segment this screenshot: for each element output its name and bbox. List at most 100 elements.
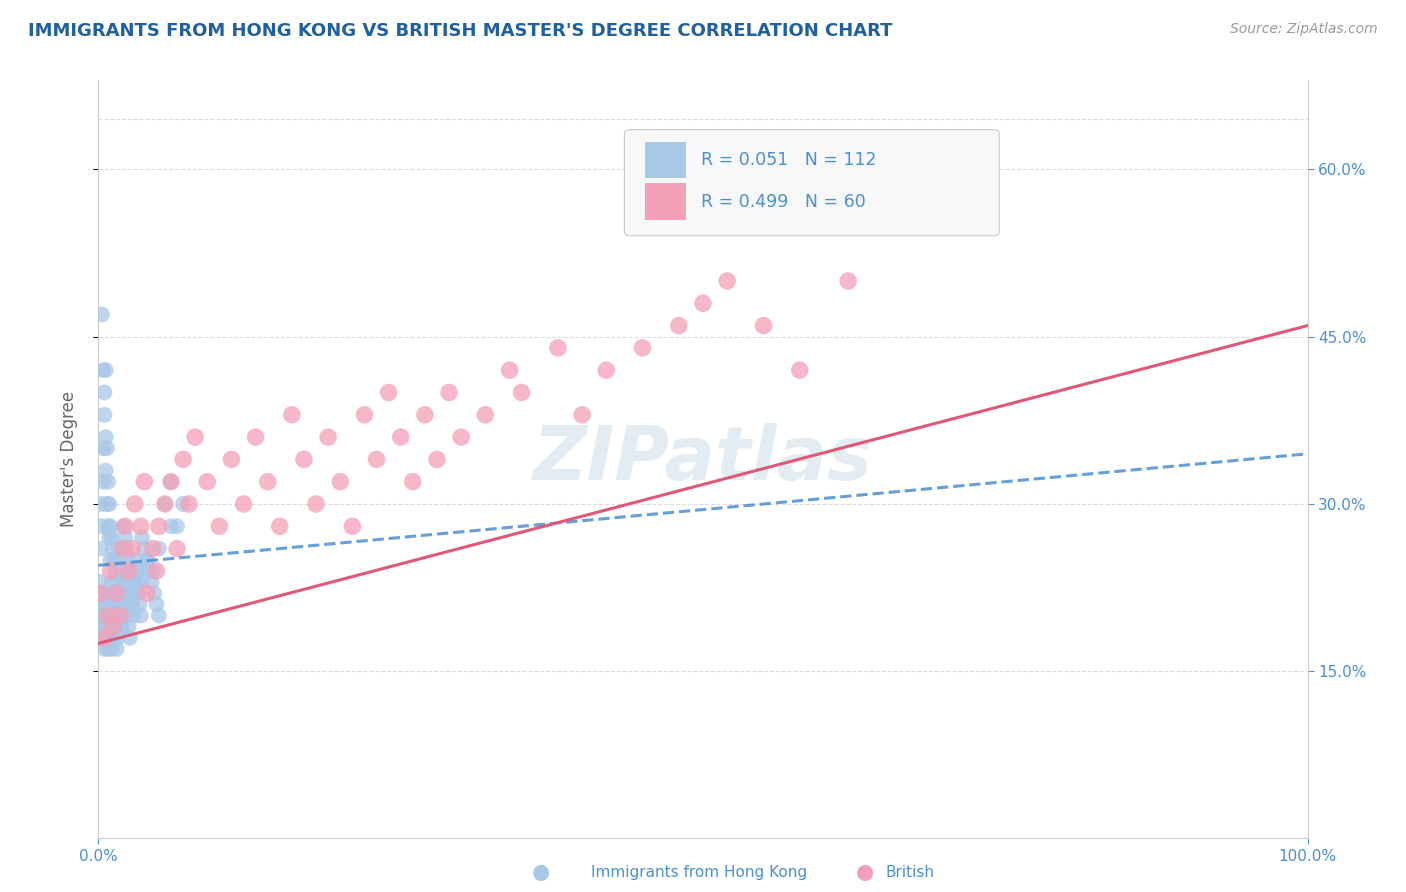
Point bbox=[96, 631, 118, 645]
Point bbox=[100, 575, 122, 590]
Point bbox=[110, 620, 132, 634]
Point bbox=[342, 519, 364, 533]
Point bbox=[91, 631, 114, 645]
Point bbox=[97, 475, 120, 489]
Point bbox=[127, 564, 149, 578]
Point bbox=[114, 530, 136, 544]
Point bbox=[90, 586, 112, 600]
Point bbox=[91, 497, 114, 511]
Point bbox=[127, 586, 149, 600]
Point bbox=[111, 541, 134, 556]
Point bbox=[134, 541, 156, 556]
Point bbox=[107, 586, 129, 600]
Point bbox=[105, 575, 128, 590]
Point bbox=[135, 553, 157, 567]
Point bbox=[107, 586, 129, 600]
Point bbox=[160, 519, 183, 533]
Point bbox=[256, 475, 278, 489]
Point bbox=[631, 341, 654, 355]
Point bbox=[111, 598, 134, 612]
Point bbox=[118, 564, 141, 578]
Text: ZIPatlas: ZIPatlas bbox=[533, 423, 873, 496]
Point bbox=[111, 575, 134, 590]
Point bbox=[221, 452, 243, 467]
Point bbox=[716, 274, 738, 288]
Point bbox=[595, 363, 617, 377]
Point bbox=[108, 541, 131, 556]
Point bbox=[121, 598, 143, 612]
Point bbox=[571, 408, 593, 422]
Point bbox=[118, 575, 141, 590]
Point bbox=[91, 519, 114, 533]
Point bbox=[98, 497, 121, 511]
Point bbox=[426, 452, 449, 467]
Point bbox=[98, 620, 121, 634]
Point bbox=[160, 475, 183, 489]
Point bbox=[110, 564, 132, 578]
Point bbox=[91, 620, 114, 634]
Point bbox=[97, 642, 120, 657]
Point bbox=[104, 608, 127, 623]
Point bbox=[101, 586, 124, 600]
Point bbox=[141, 575, 163, 590]
Point bbox=[96, 442, 118, 456]
Point bbox=[232, 497, 254, 511]
Point bbox=[142, 564, 165, 578]
Point bbox=[93, 408, 115, 422]
Point bbox=[105, 620, 128, 634]
Point bbox=[292, 452, 315, 467]
Point bbox=[789, 363, 811, 377]
Point bbox=[547, 341, 569, 355]
Point bbox=[131, 530, 153, 544]
Point bbox=[668, 318, 690, 333]
Text: ●: ● bbox=[533, 863, 550, 882]
Point bbox=[245, 430, 267, 444]
Point bbox=[90, 541, 112, 556]
Point bbox=[184, 430, 207, 444]
Point bbox=[172, 452, 194, 467]
Point bbox=[129, 608, 152, 623]
Point bbox=[93, 385, 115, 400]
Text: Source: ZipAtlas.com: Source: ZipAtlas.com bbox=[1230, 22, 1378, 37]
Point bbox=[100, 598, 122, 612]
Point bbox=[115, 541, 138, 556]
Point bbox=[138, 564, 160, 578]
Point bbox=[148, 608, 170, 623]
Point bbox=[94, 430, 117, 444]
Point bbox=[117, 553, 139, 567]
Point bbox=[166, 519, 188, 533]
Point bbox=[837, 274, 859, 288]
Point bbox=[413, 408, 436, 422]
Point bbox=[114, 598, 136, 612]
Point bbox=[100, 553, 122, 567]
Point bbox=[153, 497, 176, 511]
Point bbox=[103, 598, 125, 612]
Point bbox=[100, 530, 122, 544]
Point bbox=[510, 385, 533, 400]
Point bbox=[110, 620, 132, 634]
Point bbox=[100, 564, 122, 578]
Point bbox=[118, 598, 141, 612]
Point bbox=[97, 519, 120, 533]
Text: British: British bbox=[886, 865, 935, 880]
Point bbox=[498, 363, 520, 377]
Point bbox=[269, 519, 291, 533]
Point bbox=[104, 608, 127, 623]
Point bbox=[89, 586, 111, 600]
Point bbox=[91, 598, 114, 612]
Point bbox=[124, 575, 146, 590]
Point bbox=[103, 553, 125, 567]
Point bbox=[127, 575, 149, 590]
Point bbox=[98, 530, 121, 544]
Point bbox=[100, 608, 122, 623]
Point bbox=[112, 586, 135, 600]
Point bbox=[148, 519, 170, 533]
Point bbox=[450, 430, 472, 444]
Point bbox=[108, 608, 131, 623]
Point bbox=[101, 541, 124, 556]
Point bbox=[124, 553, 146, 567]
Point bbox=[101, 620, 124, 634]
Point bbox=[108, 553, 131, 567]
Point bbox=[91, 442, 114, 456]
Point bbox=[134, 475, 156, 489]
